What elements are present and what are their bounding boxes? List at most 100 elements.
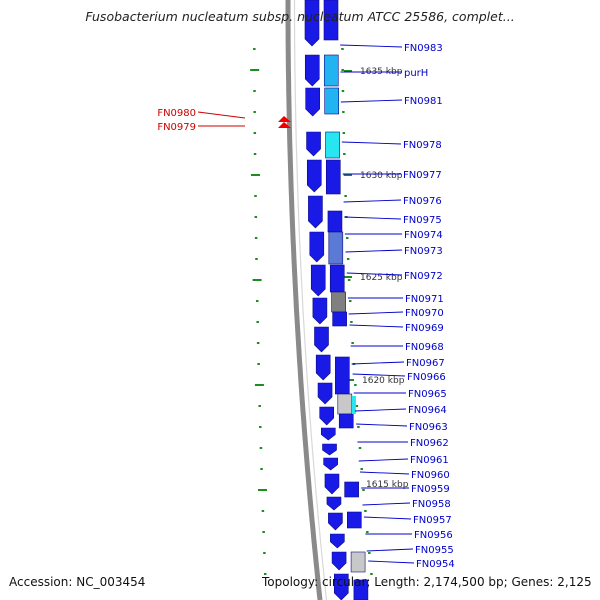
minor-tick bbox=[344, 195, 347, 197]
major-tick bbox=[257, 489, 267, 491]
gene-arrow bbox=[312, 297, 328, 325]
minor-tick bbox=[341, 69, 344, 71]
gene-label: FN0961 bbox=[410, 455, 449, 466]
gene-arrow bbox=[310, 264, 326, 297]
minor-tick bbox=[253, 48, 256, 50]
gene-label: FN0958 bbox=[412, 499, 451, 510]
scale-label: 1615 kbp bbox=[366, 480, 409, 490]
minor-tick bbox=[253, 132, 257, 134]
gene-block bbox=[323, 0, 339, 41]
minor-tick bbox=[263, 552, 266, 554]
label-leader-line bbox=[366, 548, 414, 552]
minor-tick bbox=[351, 342, 354, 344]
gene-block bbox=[329, 264, 345, 293]
gene-arrow bbox=[315, 354, 331, 381]
minor-tick bbox=[260, 468, 263, 470]
minor-tick bbox=[341, 90, 345, 92]
minor-tick bbox=[366, 531, 369, 533]
gene-label: FN0966 bbox=[407, 372, 446, 383]
label-leader-line bbox=[197, 111, 246, 119]
gene-block bbox=[350, 551, 366, 573]
minor-tick bbox=[254, 216, 258, 218]
gene-arrow bbox=[304, 0, 320, 47]
minor-tick bbox=[362, 489, 365, 491]
gene-arrow bbox=[317, 382, 333, 405]
minor-tick bbox=[256, 300, 259, 302]
gene-arrow bbox=[328, 512, 343, 531]
gene-block bbox=[331, 291, 346, 313]
minor-tick bbox=[364, 510, 367, 512]
gene-label: FN0975 bbox=[403, 215, 442, 226]
minor-tick bbox=[354, 384, 357, 386]
minor-tick bbox=[253, 90, 256, 92]
scale-tick bbox=[344, 174, 352, 176]
gene-block bbox=[344, 481, 359, 498]
gene-highlight bbox=[278, 116, 291, 122]
gene-block bbox=[325, 131, 340, 159]
minor-tick bbox=[360, 468, 363, 470]
gene-arrow bbox=[308, 195, 323, 229]
minor-tick bbox=[256, 342, 260, 344]
gene-arrow bbox=[333, 573, 349, 600]
gene-label: FN0959 bbox=[411, 484, 450, 495]
gene-label: FN0968 bbox=[405, 342, 444, 353]
gene-block bbox=[328, 231, 344, 265]
map-title: Fusobacterium nucleatum subsp. nucleatum… bbox=[85, 9, 515, 24]
label-leader-line bbox=[359, 471, 410, 475]
gene-arrow bbox=[319, 406, 335, 426]
gene-arrow bbox=[305, 87, 320, 117]
genome-summary-text: Topology: circular; Length: 2,174,500 bp… bbox=[262, 575, 592, 589]
major-tick bbox=[254, 384, 264, 386]
gene-arrow bbox=[314, 326, 329, 353]
gene-block bbox=[347, 511, 362, 529]
minor-tick bbox=[258, 405, 261, 407]
gene-label: FN0977 bbox=[403, 170, 442, 181]
gene-block bbox=[323, 54, 339, 87]
label-leader-line bbox=[344, 216, 402, 220]
label-leader-line bbox=[356, 423, 408, 427]
minor-tick bbox=[263, 573, 267, 575]
gene-arrow bbox=[331, 551, 347, 571]
gene-block bbox=[327, 210, 343, 233]
minor-tick bbox=[254, 195, 257, 197]
gene-arrow bbox=[306, 131, 321, 157]
label-leader-line bbox=[343, 199, 402, 203]
gene-arrow bbox=[320, 427, 336, 441]
label-leader-line bbox=[345, 249, 403, 253]
gene-block bbox=[325, 159, 341, 195]
gene-label: FN0983 bbox=[404, 43, 443, 54]
label-leader-line bbox=[351, 361, 405, 365]
gene-block bbox=[332, 311, 347, 327]
scale-tick bbox=[344, 70, 352, 72]
minor-tick bbox=[253, 111, 256, 113]
gene-label: FN0960 bbox=[411, 470, 450, 481]
minor-tick bbox=[358, 447, 362, 449]
scale-label: 1620 kbp bbox=[362, 376, 405, 386]
scale-label: 1625 kbp bbox=[360, 273, 403, 283]
gene-block bbox=[353, 579, 369, 600]
minor-tick bbox=[368, 552, 371, 554]
minor-tick bbox=[370, 573, 373, 575]
minor-tick bbox=[259, 426, 262, 428]
backbone-line bbox=[285, 0, 323, 600]
minor-tick bbox=[343, 153, 346, 155]
gene-label: FN0981 bbox=[404, 96, 443, 107]
minor-tick bbox=[349, 300, 352, 302]
gene-label: purH bbox=[404, 68, 428, 79]
gene-label: FN0965 bbox=[408, 389, 447, 400]
gene-label: FN0962 bbox=[410, 438, 449, 449]
gene-block bbox=[335, 356, 350, 395]
gene-arrow bbox=[323, 457, 338, 471]
minor-tick bbox=[261, 510, 265, 512]
gene-label: FN0957 bbox=[413, 515, 452, 526]
gene-label: FN0967 bbox=[406, 358, 445, 369]
gene-label: FN0980 bbox=[157, 108, 196, 119]
scale-label: 1630 kbp bbox=[360, 171, 403, 181]
gene-label: FN0956 bbox=[414, 530, 453, 541]
gene-label: FN0971 bbox=[405, 294, 444, 305]
minor-tick bbox=[355, 405, 359, 407]
minor-tick bbox=[253, 153, 257, 155]
minor-tick bbox=[341, 48, 344, 50]
